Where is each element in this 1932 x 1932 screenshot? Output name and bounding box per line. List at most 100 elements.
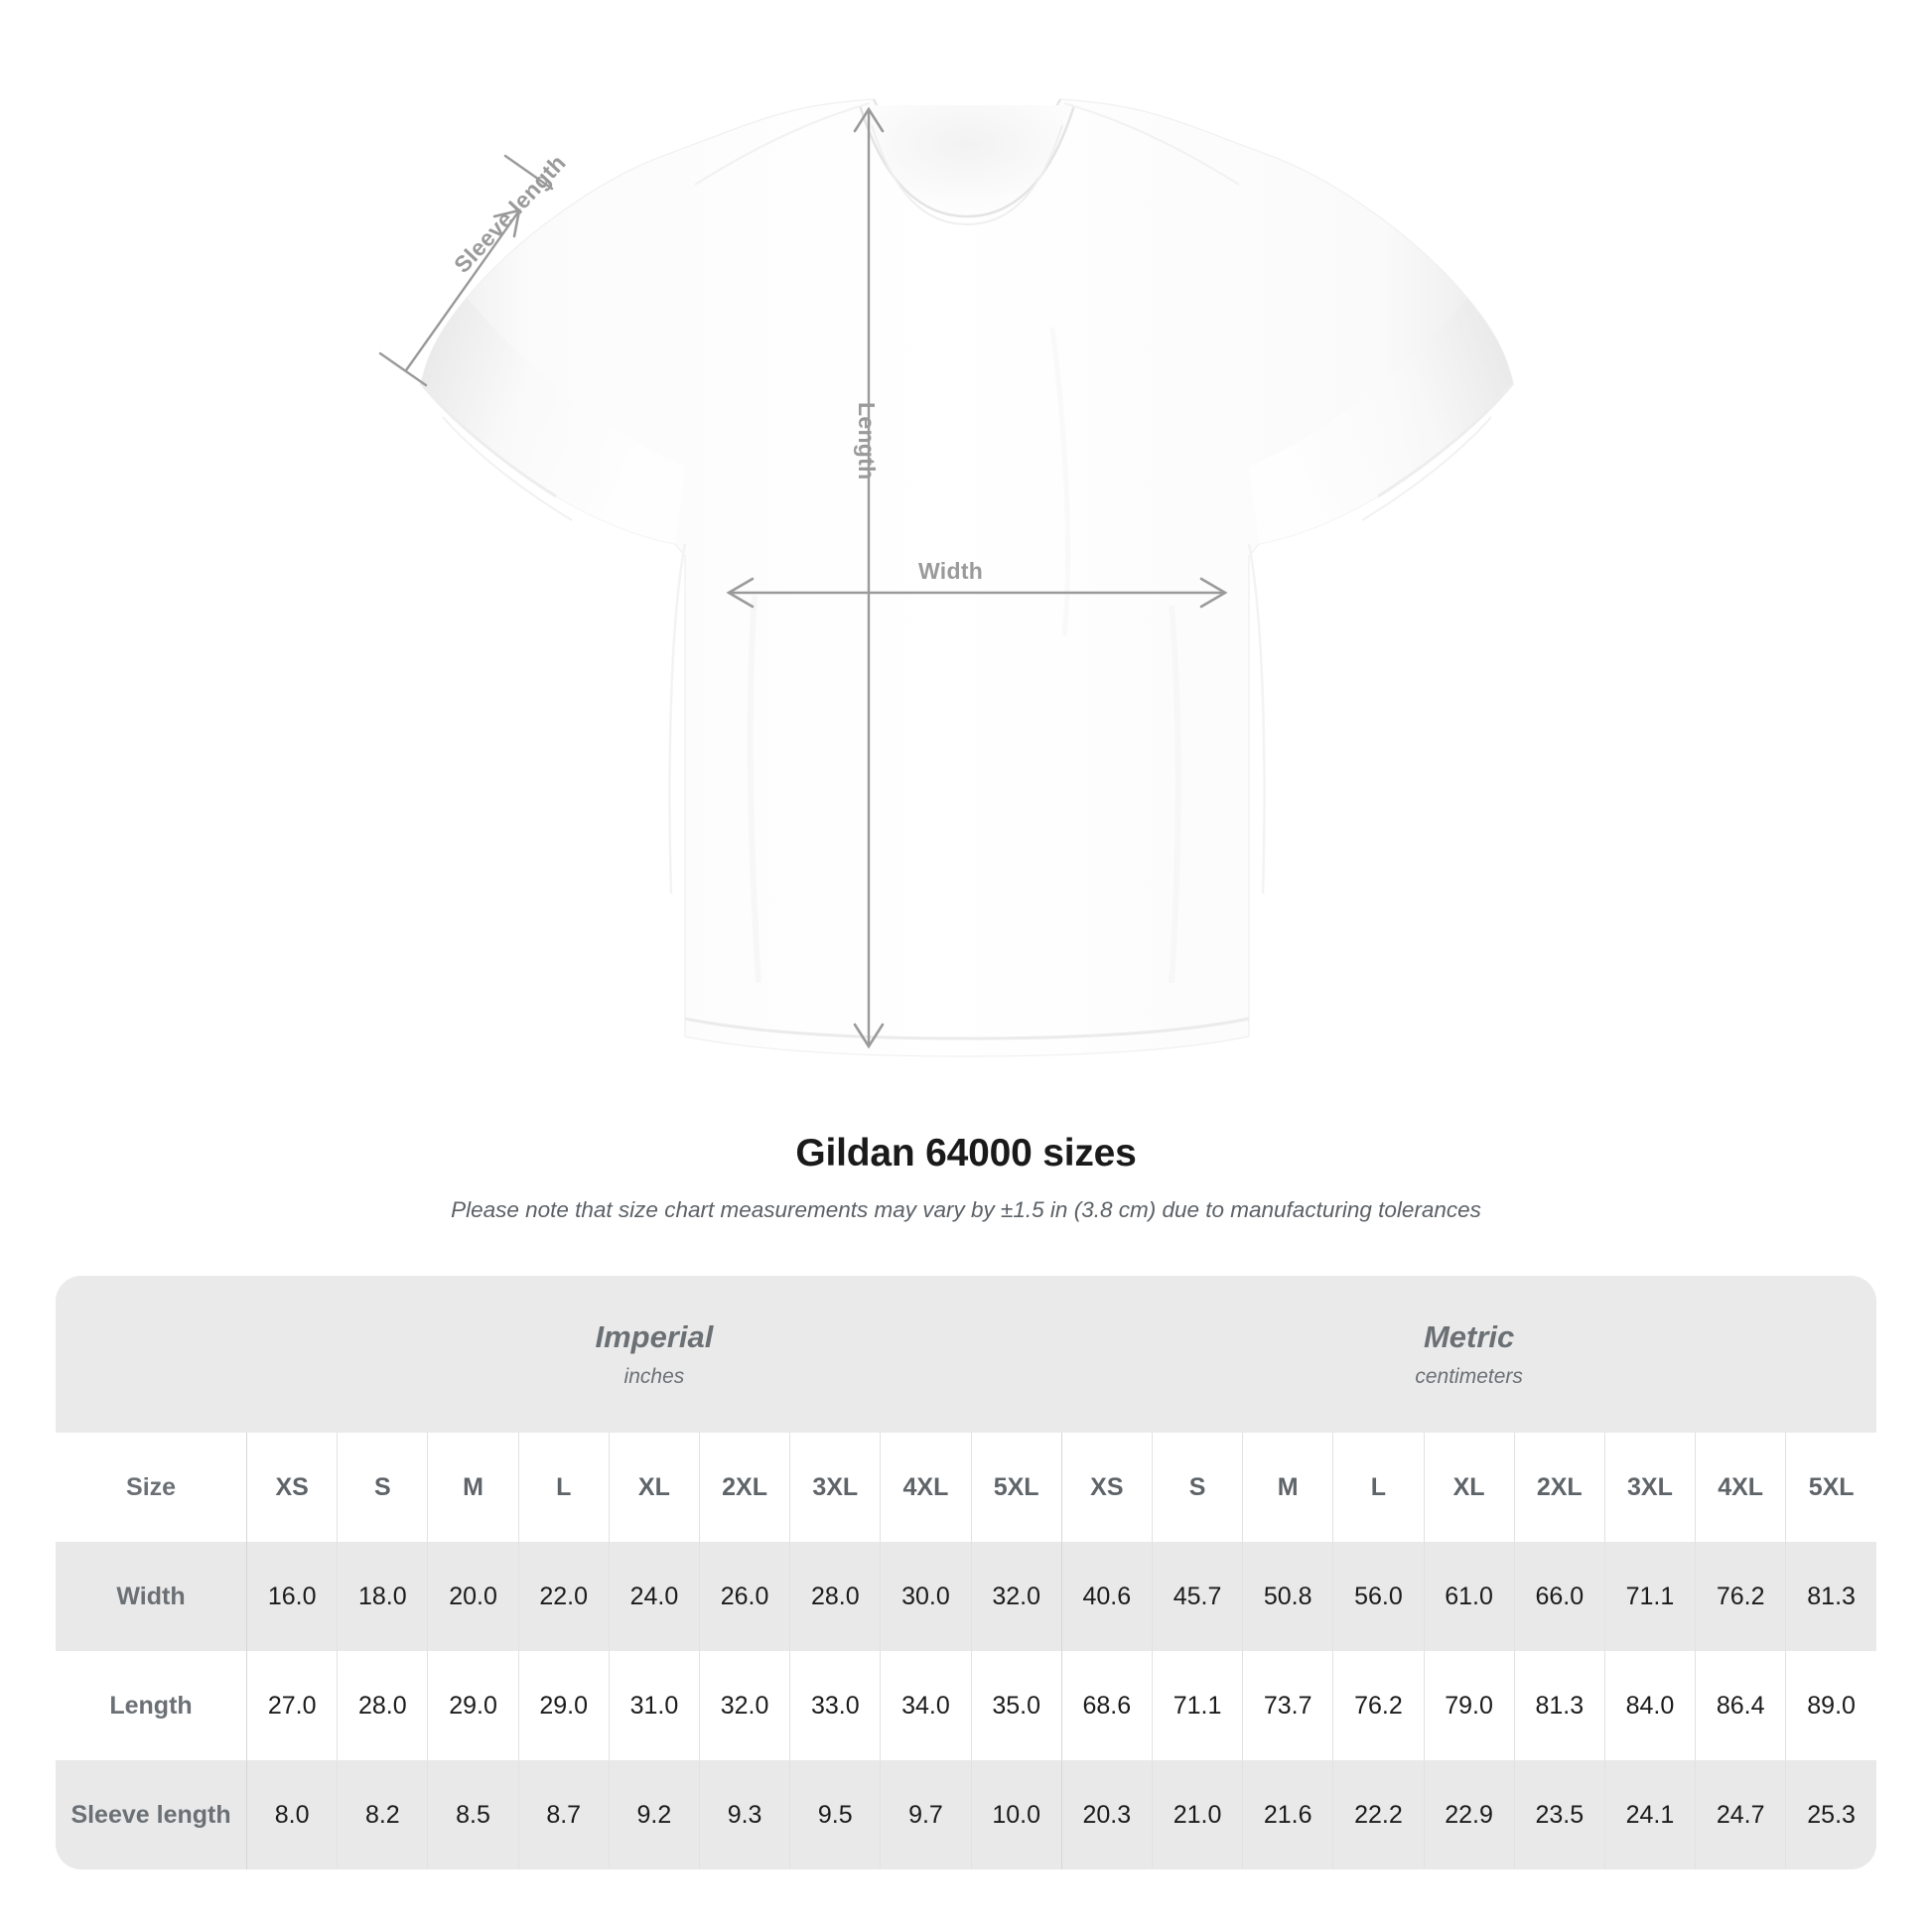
- measure-cell: 34.0: [880, 1651, 972, 1760]
- measure-cell: 9.7: [880, 1760, 972, 1869]
- measure-cell: 76.2: [1695, 1542, 1786, 1651]
- unit-name-imperial: Imperial: [595, 1319, 714, 1355]
- measure-cell: 16.0: [246, 1542, 338, 1651]
- measure-cell: 26.0: [698, 1542, 790, 1651]
- measure-cell: 9.5: [789, 1760, 881, 1869]
- measure-cell: 8.0: [246, 1760, 338, 1869]
- measure-cell: 56.0: [1332, 1542, 1424, 1651]
- size-header-3xl: 3XL: [789, 1433, 881, 1542]
- length-annotation-label: Length: [854, 402, 880, 481]
- unit-system-header-row: Imperial inches Metric centimeters: [56, 1276, 1876, 1433]
- measure-cell: 71.1: [1151, 1651, 1243, 1760]
- size-header-s: S: [337, 1433, 428, 1542]
- measure-cell: 8.7: [517, 1760, 610, 1869]
- size-header-xl: XL: [608, 1433, 700, 1542]
- measure-cell: 25.3: [1785, 1760, 1876, 1869]
- measure-cell: 21.6: [1242, 1760, 1333, 1869]
- unit-header-imperial: Imperial inches: [246, 1276, 1062, 1433]
- measure-cell: 21.0: [1151, 1760, 1243, 1869]
- measure-cell: 71.1: [1603, 1542, 1696, 1651]
- size-header-xs: XS: [246, 1433, 338, 1542]
- measure-cell: 84.0: [1603, 1651, 1696, 1760]
- measure-cell: 29.0: [427, 1651, 519, 1760]
- size-table: Imperial inches Metric centimeters Size X…: [56, 1276, 1876, 1869]
- measure-cell: 35.0: [970, 1651, 1062, 1760]
- table-row-size: Size XS S M L XL 2XL 3XL 4XL 5XL XS S M L XL 2XL 3XL 4XL 5…: [56, 1433, 1876, 1542]
- measure-cell: 22.0: [517, 1542, 610, 1651]
- heading-block: Gildan 64000 sizes Please note that size…: [0, 1132, 1932, 1223]
- measure-cell: 9.3: [698, 1760, 790, 1869]
- measure-cell: 24.0: [608, 1542, 700, 1651]
- measure-cell: 23.5: [1513, 1760, 1605, 1869]
- tolerance-note: Please note that size chart measurements…: [451, 1197, 1481, 1222]
- unit-sub-metric: centimeters: [1415, 1364, 1523, 1388]
- table-row: Sleeve length 8.0 8.2 8.5 8.7 9.2 9.3 9.5 9.7 10.…: [56, 1760, 1876, 1869]
- measure-cell: 22.9: [1423, 1760, 1515, 1869]
- sleeve-length-arrow: [378, 154, 554, 387]
- measure-cell: 18.0: [337, 1542, 428, 1651]
- size-header-5xl: 5XL: [970, 1433, 1062, 1542]
- measure-cell: 9.2: [608, 1760, 700, 1869]
- size-header-4xl: 4XL: [1695, 1433, 1786, 1542]
- measure-cell: 31.0: [608, 1651, 700, 1760]
- width-arrow: [726, 577, 1228, 609]
- measure-cell: 86.4: [1695, 1651, 1786, 1760]
- measure-cell: 20.3: [1060, 1760, 1153, 1869]
- size-header-xl: XL: [1423, 1433, 1515, 1542]
- measure-row-label: Sleeve length: [56, 1760, 247, 1869]
- measure-cell: 81.3: [1513, 1651, 1605, 1760]
- measure-cell: 8.5: [427, 1760, 519, 1869]
- unit-sub-imperial: inches: [623, 1364, 685, 1388]
- measure-cell: 68.6: [1060, 1651, 1153, 1760]
- measure-cell: 76.2: [1332, 1651, 1424, 1760]
- size-header-l: L: [1332, 1433, 1424, 1542]
- measure-row-label: Length: [56, 1651, 247, 1760]
- measure-cell: 73.7: [1242, 1651, 1333, 1760]
- size-table-container: Imperial inches Metric centimeters Size X…: [56, 1276, 1876, 1869]
- size-header-xs: XS: [1060, 1433, 1153, 1542]
- size-header-2xl: 2XL: [1513, 1433, 1605, 1542]
- measure-cell: 20.0: [427, 1542, 519, 1651]
- size-header-2xl: 2XL: [698, 1433, 790, 1542]
- unit-header-spacer: [56, 1276, 247, 1433]
- tshirt-body: [419, 98, 1515, 1057]
- size-header-4xl: 4XL: [880, 1433, 972, 1542]
- measure-cell: 24.7: [1695, 1760, 1786, 1869]
- size-header-m: M: [1242, 1433, 1333, 1542]
- unit-name-metric: Metric: [1423, 1319, 1515, 1355]
- measure-cell: 32.0: [970, 1542, 1062, 1651]
- measure-cell: 28.0: [337, 1651, 428, 1760]
- measure-cell: 28.0: [789, 1542, 881, 1651]
- measure-cell: 40.6: [1060, 1542, 1153, 1651]
- measure-cell: 89.0: [1785, 1651, 1876, 1760]
- measure-cell: 33.0: [789, 1651, 881, 1760]
- measure-cell: 61.0: [1423, 1542, 1515, 1651]
- table-row: Width 16.0 18.0 20.0 22.0 24.0 26.0 28.0 30.0 32.…: [56, 1542, 1876, 1651]
- measure-cell: 81.3: [1785, 1542, 1876, 1651]
- size-row-label: Size: [56, 1433, 247, 1542]
- measure-cell: 24.1: [1603, 1760, 1696, 1869]
- length-arrow: [853, 106, 885, 1049]
- measure-cell: 27.0: [246, 1651, 338, 1760]
- size-header-l: L: [517, 1433, 610, 1542]
- size-header-3xl: 3XL: [1603, 1433, 1696, 1542]
- measure-cell: 10.0: [970, 1760, 1062, 1869]
- measure-row-label: Width: [56, 1542, 247, 1651]
- measure-cell: 29.0: [517, 1651, 610, 1760]
- size-header-s: S: [1151, 1433, 1243, 1542]
- measure-cell: 22.2: [1332, 1760, 1424, 1869]
- size-header-m: M: [427, 1433, 519, 1542]
- width-annotation-label: Width: [918, 558, 984, 584]
- measure-cell: 50.8: [1242, 1542, 1333, 1651]
- measure-cell: 79.0: [1423, 1651, 1515, 1760]
- tshirt-diagram: Sleeve length Length Width: [378, 98, 1515, 1057]
- table-row: Length 27.0 28.0 29.0 29.0 31.0 32.0 33.0 34.0 35…: [56, 1651, 1876, 1760]
- page-title: Gildan 64000 sizes: [795, 1132, 1137, 1174]
- unit-header-metric: Metric centimeters: [1061, 1276, 1876, 1433]
- measurement-annotations: [378, 106, 1228, 1049]
- size-header-5xl: 5XL: [1785, 1433, 1876, 1542]
- tshirt-illustration: [378, 98, 1515, 1057]
- measure-cell: 66.0: [1513, 1542, 1605, 1651]
- measure-cell: 8.2: [337, 1760, 428, 1869]
